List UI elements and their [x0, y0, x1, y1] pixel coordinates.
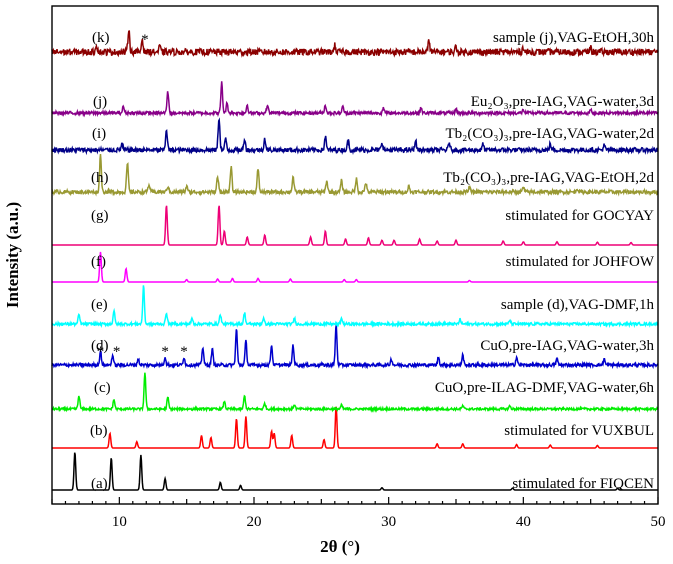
x-tick-label-50: 50	[651, 514, 666, 530]
x-tick-label-20: 20	[247, 514, 262, 530]
series-letter-f: (f)	[91, 254, 106, 270]
series-letter-c: (c)	[94, 380, 111, 396]
series-line-g	[52, 205, 658, 246]
series-letter-a: (a)	[91, 476, 108, 492]
asterisk-d-2: *	[161, 344, 169, 360]
series-label-f: stimulated for JOHFOW	[506, 254, 655, 270]
series-line-c	[51, 372, 659, 413]
x-tick-label-10: 10	[112, 514, 127, 530]
asterisk-k-0: *	[141, 32, 149, 48]
series-letter-h: (h)	[91, 170, 109, 186]
asterisk-d-3: *	[180, 344, 188, 360]
series-label-e: sample (d),VAG-DMF,1h	[501, 297, 655, 313]
series-label-a: stimulated for FIQCEN	[512, 476, 654, 492]
asterisk-d-0: *	[97, 344, 105, 360]
series-letter-i: (i)	[92, 126, 106, 142]
series-line-i	[51, 117, 659, 156]
series-line-j	[51, 81, 659, 118]
series-line-d	[51, 324, 659, 370]
series-letter-d: (d)	[91, 338, 109, 354]
series-label-h: Tb₂(CO₃)₃,pre-IAG,VAG-EtOH,2d	[443, 170, 654, 186]
x-tick-label-30: 30	[381, 514, 396, 530]
series-letter-j: (j)	[93, 94, 107, 110]
series-layer	[51, 30, 659, 491]
series-label-j: Eu₂O₃,pre-IAG,VAG-water,3d	[471, 94, 655, 110]
x-axis: 10 20 30 40 50	[51, 497, 666, 530]
series-line-e	[51, 285, 659, 329]
plot-frame	[51, 5, 659, 505]
series-letter-e: (e)	[91, 297, 108, 313]
x-tick-label-40: 40	[516, 514, 531, 530]
series-line-h	[51, 154, 659, 197]
series-label-d: CuO,pre-IAG,VAG-water,3h	[480, 338, 654, 354]
series-letter-g: (g)	[91, 208, 109, 224]
series-label-g: stimulated for GOCYAY	[505, 208, 654, 224]
series-letter-k: (k)	[92, 30, 110, 46]
series-label-i: Tb₂(CO₃)₃,pre-IAG,VAG-water,2d	[445, 126, 654, 142]
x-axis-title: 2θ (°)	[320, 537, 360, 556]
series-line-f	[52, 251, 658, 283]
series-line-k	[51, 30, 659, 58]
series-letter-b: (b)	[90, 423, 108, 439]
label-layer: (a) stimulated for FIQCEN (b) stimulated fo…	[90, 30, 655, 492]
asterisk-d-1: *	[113, 344, 121, 360]
series-line-b	[52, 406, 658, 449]
series-line-a	[52, 452, 658, 491]
series-label-k: sample (j),VAG-EtOH,30h	[493, 30, 654, 46]
series-label-b: stimulated for VUXBUL	[504, 423, 654, 439]
series-label-c: CuO,pre-ILAG-DMF,VAG-water,6h	[435, 380, 655, 396]
y-axis-title: Intensity (a.u.)	[3, 202, 22, 308]
